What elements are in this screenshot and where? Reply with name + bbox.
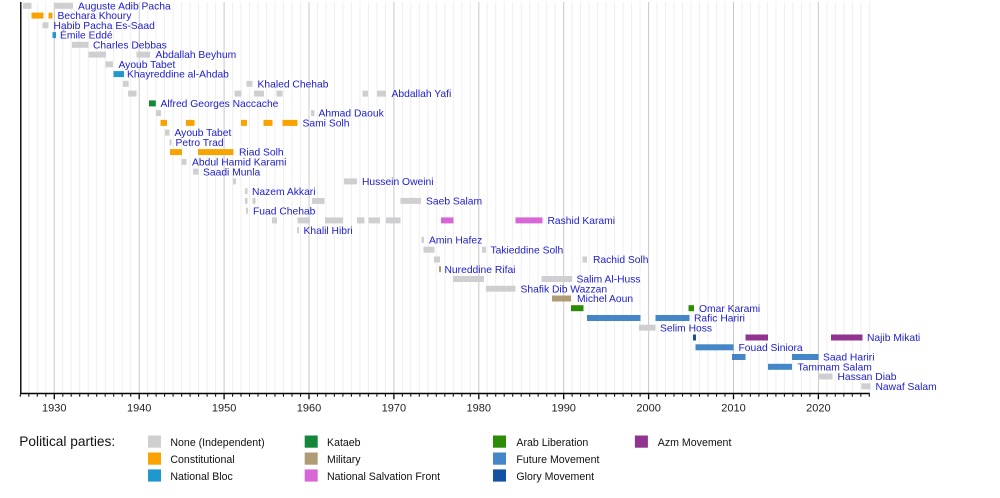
svg-text:Auguste Adib Pacha: Auguste Adib Pacha — [78, 1, 171, 12]
svg-text:Saadi Munla: Saadi Munla — [203, 167, 261, 178]
svg-text:Military: Military — [327, 454, 361, 466]
svg-text:Riad Solh: Riad Solh — [239, 148, 284, 159]
svg-text:None (Independent): None (Independent) — [170, 437, 264, 449]
svg-text:Fouad Siniora: Fouad Siniora — [739, 343, 803, 354]
svg-text:Fuad Chehab: Fuad Chehab — [253, 206, 316, 217]
svg-text:Ayoub Tabet: Ayoub Tabet — [119, 60, 176, 71]
svg-text:Omar Karami: Omar Karami — [699, 304, 760, 315]
svg-text:Future Movement: Future Movement — [516, 454, 599, 466]
svg-text:Abdallah Beyhum: Abdallah Beyhum — [156, 50, 237, 61]
svg-text:Shafik Dib Wazzan: Shafik Dib Wazzan — [521, 284, 608, 295]
svg-text:Nazem Akkari: Nazem Akkari — [252, 187, 316, 198]
svg-text:Khalil Hibri: Khalil Hibri — [304, 226, 353, 237]
svg-text:Constitutional: Constitutional — [170, 454, 234, 466]
svg-text:Takieddine Solh: Takieddine Solh — [491, 245, 564, 256]
svg-text:2000: 2000 — [636, 402, 660, 414]
svg-text:1990: 1990 — [551, 402, 575, 414]
svg-text:Ahmad Daouk: Ahmad Daouk — [319, 109, 385, 120]
svg-text:Saeb Salam: Saeb Salam — [426, 197, 482, 208]
svg-text:1960: 1960 — [297, 402, 321, 414]
svg-text:Petro Trad: Petro Trad — [176, 138, 224, 149]
svg-text:Nureddine Rifai: Nureddine Rifai — [445, 265, 516, 276]
svg-text:Arab Liberation: Arab Liberation — [516, 437, 588, 449]
svg-text:National Salvation Front: National Salvation Front — [327, 471, 440, 483]
svg-text:Sami Solh: Sami Solh — [303, 118, 350, 129]
svg-text:2020: 2020 — [806, 402, 830, 414]
svg-text:Émile Eddé: Émile Eddé — [60, 29, 113, 42]
svg-text:Amin Hafez: Amin Hafez — [429, 236, 482, 247]
svg-text:Abdul Hamid Karami: Abdul Hamid Karami — [192, 158, 286, 169]
svg-text:Khayreddine al-Ahdab: Khayreddine al-Ahdab — [127, 70, 229, 81]
svg-text:Bechara Khoury: Bechara Khoury — [58, 11, 133, 22]
svg-text:National Bloc: National Bloc — [170, 471, 233, 483]
svg-text:Michel Aoun: Michel Aoun — [577, 294, 633, 305]
svg-text:Saad Hariri: Saad Hariri — [823, 353, 875, 364]
svg-text:Selim Hoss: Selim Hoss — [660, 323, 712, 334]
svg-text:Hussein Oweini: Hussein Oweini — [362, 177, 434, 188]
svg-text:Najib Mikati: Najib Mikati — [867, 333, 920, 344]
svg-text:1930: 1930 — [42, 402, 66, 414]
svg-text:Rashid Karami: Rashid Karami — [548, 216, 616, 227]
svg-text:Glory Movement: Glory Movement — [516, 471, 594, 483]
svg-text:1970: 1970 — [382, 402, 406, 414]
svg-text:Azm Movement: Azm Movement — [658, 437, 732, 449]
svg-text:Khaled Chehab: Khaled Chehab — [258, 79, 329, 90]
svg-text:Nawaf Salam: Nawaf Salam — [876, 382, 937, 393]
svg-text:Charles Debbas: Charles Debbas — [93, 40, 167, 51]
svg-text:1950: 1950 — [212, 402, 236, 414]
svg-text:Political parties:: Political parties: — [19, 434, 115, 449]
svg-text:Salim Al-Huss: Salim Al-Huss — [577, 275, 641, 286]
svg-text:Habib Pacha Es-Saad: Habib Pacha Es-Saad — [54, 21, 156, 32]
svg-text:Kataeb: Kataeb — [327, 437, 361, 449]
svg-text:Abdallah Yafi: Abdallah Yafi — [392, 89, 452, 100]
svg-text:1940: 1940 — [127, 402, 151, 414]
svg-text:Rafic Hariri: Rafic Hariri — [694, 314, 745, 325]
svg-text:Tammam Salam: Tammam Salam — [798, 362, 872, 373]
svg-text:Hassan Diab: Hassan Diab — [838, 372, 897, 383]
svg-text:Ayoub Tabet: Ayoub Tabet — [175, 128, 232, 139]
svg-text:Rachid Solh: Rachid Solh — [593, 255, 649, 266]
svg-text:1980: 1980 — [467, 402, 491, 414]
svg-text:Alfred Georges Naccache: Alfred Georges Naccache — [161, 99, 279, 110]
svg-text:2010: 2010 — [721, 402, 745, 414]
